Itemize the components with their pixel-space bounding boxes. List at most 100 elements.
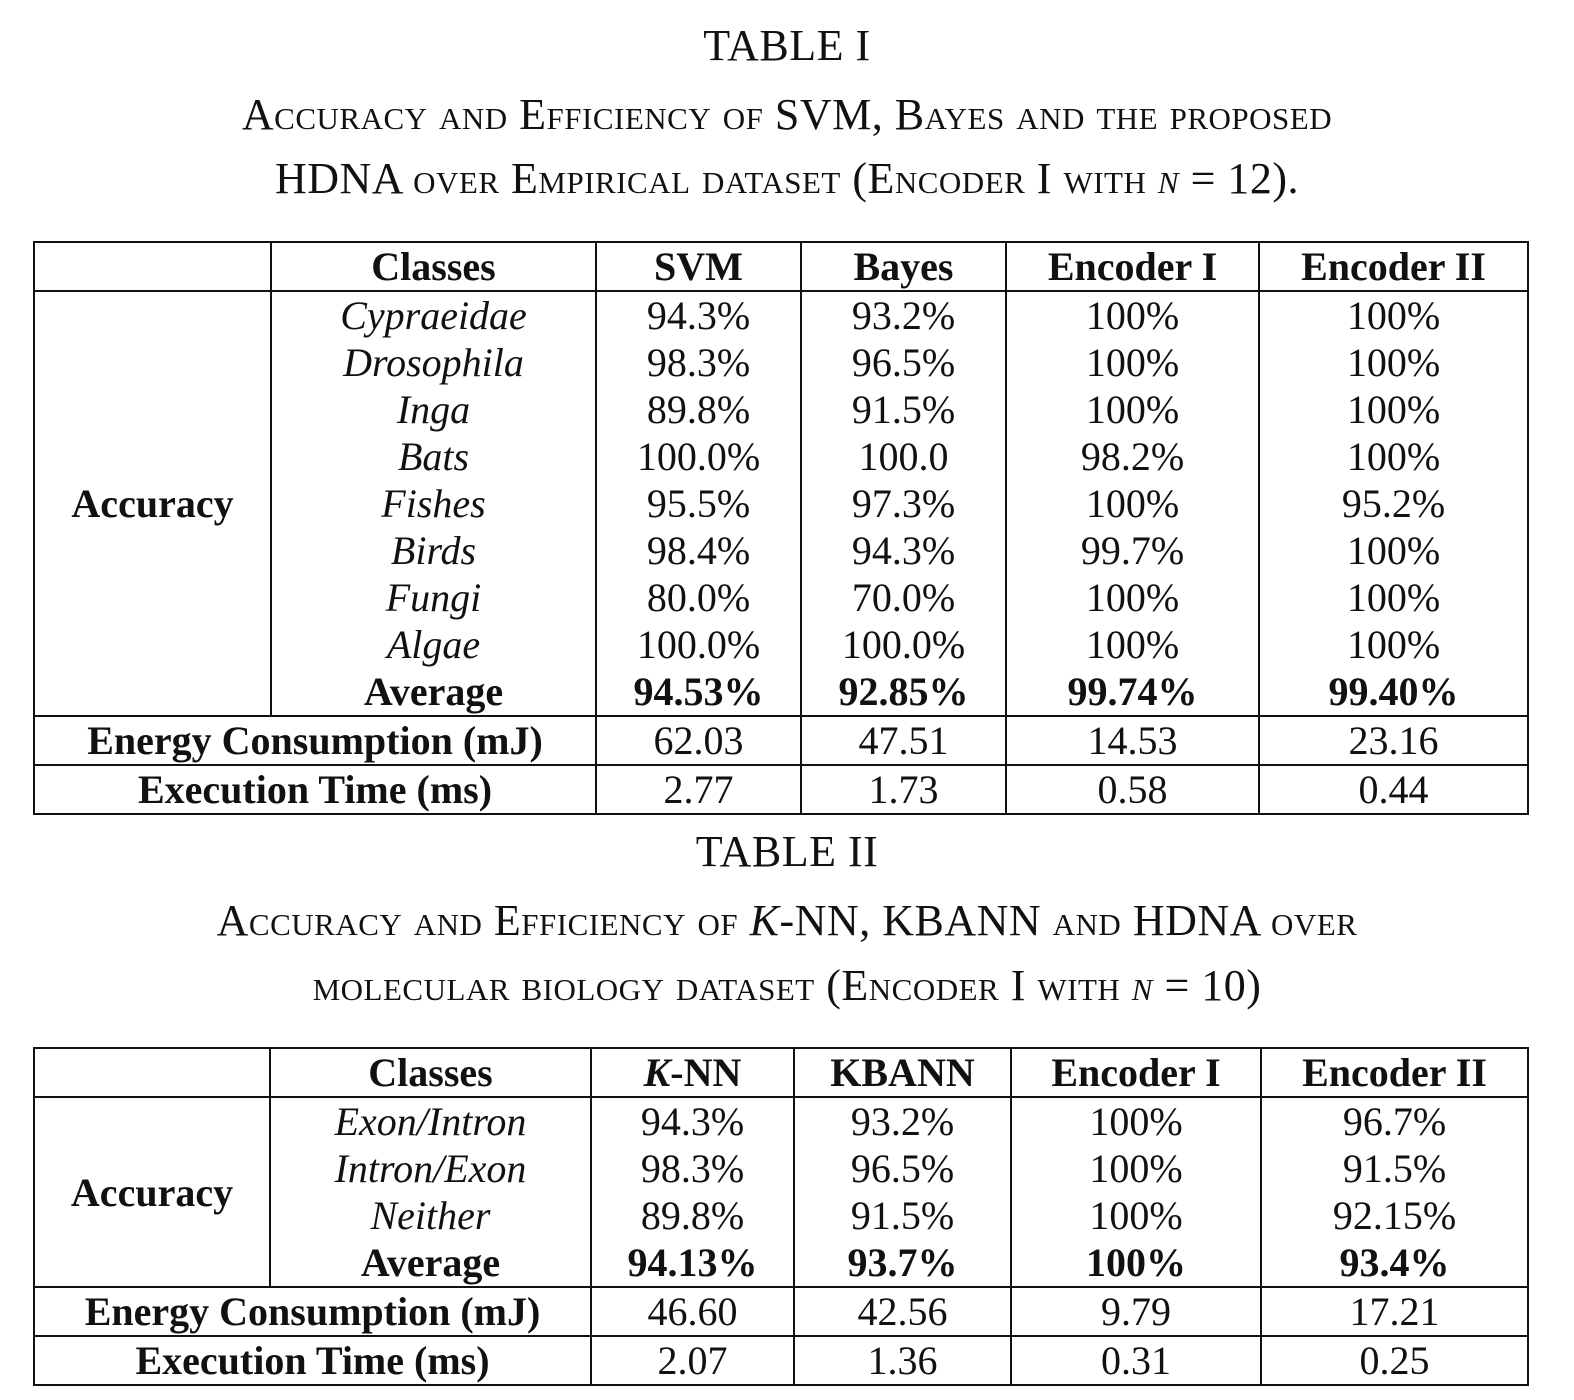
class-name: Drosophila (271, 339, 597, 386)
time-value: 0.31 (1011, 1336, 1262, 1385)
energy-value: 62.03 (596, 716, 802, 765)
table1-energy-row: Energy Consumption (mJ) 62.03 47.51 14.5… (34, 716, 1528, 765)
table2-header-k: K (643, 1050, 671, 1095)
cell-value: 92.15% (1332, 1193, 1457, 1238)
table2-caption-line2-b: = 10) (1152, 961, 1262, 1010)
cell-value: 100% (1346, 575, 1441, 620)
cell-value: 97.3% (801, 480, 1007, 527)
table-row: Algae 100.0% 100.0% 100% 100% (34, 621, 1528, 668)
table2-caption-k: K (749, 896, 780, 945)
cell-value: 93.2% (801, 291, 1007, 339)
cell-value: 95.5% (596, 480, 802, 527)
average-value: 99.74% (1006, 668, 1260, 716)
cell-value: 70.0% (801, 574, 1007, 621)
table1: Classes SVM Bayes Encoder I Encoder II A… (33, 241, 1529, 815)
average-value: 94.53% (596, 668, 802, 716)
table2-label: TABLE II (695, 827, 879, 876)
table-row: Accuracy Exon/Intron 94.3% 93.2% 100% 96… (34, 1097, 1528, 1288)
cell-value: 100% (1346, 387, 1441, 432)
energy-value: 23.16 (1348, 718, 1439, 763)
cell-value: 98.3% (591, 1145, 795, 1192)
table1-header-encoder1: Encoder I (1006, 242, 1260, 291)
cell-value: 100.0% (596, 433, 802, 480)
table-row: Neither 89.8% 91.5% 100% 92.15% (34, 1192, 1528, 1239)
average-label: Average (271, 668, 597, 716)
cell-value: 100% (1006, 574, 1260, 621)
cell-value: 100% (1006, 386, 1260, 433)
table2-header-encoder1: Encoder I (1011, 1048, 1262, 1097)
table2-header-knn: K-NN (591, 1048, 795, 1097)
average-value: 100% (1011, 1239, 1262, 1287)
table-row: Fungi 80.0% 70.0% 100% 100% (34, 574, 1528, 621)
class-name: Neither (270, 1192, 592, 1239)
energy-value: 9.79 (1011, 1287, 1262, 1336)
cell-value: 98.4% (596, 527, 802, 574)
cell-value: 99.7% (1006, 527, 1260, 574)
table2-header-classes: Classes (270, 1048, 592, 1097)
cell-value: 98.3% (596, 339, 802, 386)
class-name: Birds (271, 527, 597, 574)
table1-header-bayes: Bayes (801, 242, 1007, 291)
energy-value: 42.56 (794, 1287, 1012, 1336)
time-label: Execution Time (ms) (34, 765, 597, 814)
cell-value: 100% (1011, 1097, 1262, 1145)
table-row: Intron/Exon 98.3% 96.5% 100% 91.5% (34, 1145, 1528, 1192)
cell-value: 100% (1011, 1145, 1262, 1192)
cell-value: 100% (1011, 1192, 1262, 1239)
cell-value: 100% (1006, 291, 1260, 339)
time-value: 2.07 (591, 1336, 795, 1385)
energy-value: 47.51 (801, 716, 1007, 765)
average-value: 92.85% (801, 668, 1007, 716)
class-name: Exon/Intron (270, 1097, 592, 1145)
time-label: Execution Time (ms) (34, 1336, 592, 1385)
average-value: 93.4% (1339, 1240, 1450, 1285)
table2-caption-line1-b: -NN, KBANN and HDNA over (779, 896, 1358, 945)
energy-value: 46.60 (591, 1287, 795, 1336)
time-value: 1.73 (801, 765, 1007, 814)
cell-value: 100% (1346, 293, 1441, 338)
class-name: Inga (271, 386, 597, 433)
table1-header-classes: Classes (271, 242, 597, 291)
cell-value: 96.5% (794, 1145, 1012, 1192)
cell-value: 100.0 (801, 433, 1007, 480)
cell-value: 80.0% (596, 574, 802, 621)
table-row: Accuracy Cypraeidae 94.3% 93.2% 100% 100… (34, 291, 1528, 717)
cell-value: 100% (1006, 480, 1260, 527)
table-row: Drosophila 98.3% 96.5% 100% 100% (34, 339, 1528, 386)
table2-header-row: Classes K-NN KBANN Encoder I Encoder II (34, 1048, 1528, 1097)
time-value: 0.25 (1359, 1338, 1430, 1383)
average-value: 99.40% (1328, 669, 1459, 714)
table1-header-svm: SVM (596, 242, 802, 291)
average-value: 93.7% (794, 1239, 1012, 1287)
class-name: Bats (271, 433, 597, 480)
table-row: Bats 100.0% 100.0 98.2% 100% (34, 433, 1528, 480)
average-label: Average (270, 1239, 592, 1287)
cell-value: 96.7% (1342, 1099, 1447, 1144)
table1-caption-line2-a: HDNA over Empirical dataset (Encoder I w… (274, 154, 1158, 203)
time-value: 2.77 (596, 765, 802, 814)
cell-value: 100% (1346, 340, 1441, 385)
cell-value: 91.5% (1342, 1146, 1447, 1191)
cell-value: 100% (1346, 434, 1441, 479)
average-value: 94.13% (591, 1239, 795, 1287)
cell-value: 94.3% (801, 527, 1007, 574)
table2: Classes K-NN KBANN Encoder I Encoder II … (33, 1047, 1529, 1386)
cell-value: 91.5% (801, 386, 1007, 433)
table2-caption-line2: molecular biology dataset (Encoder I wit… (0, 955, 1574, 1017)
cell-value: 94.3% (596, 291, 802, 339)
table1-time-row: Execution Time (ms) 2.77 1.73 0.58 0.44 (34, 765, 1528, 814)
cell-value: 100.0% (596, 621, 802, 668)
cell-value: 93.2% (794, 1097, 1012, 1145)
table1-caption-n: n (1157, 154, 1180, 203)
class-name: Algae (271, 621, 597, 668)
cell-value: 94.3% (591, 1097, 795, 1145)
table2-accuracy-group: Accuracy (34, 1097, 271, 1288)
energy-value: 17.21 (1349, 1289, 1440, 1334)
time-value: 0.44 (1358, 767, 1429, 812)
cell-value: 89.8% (591, 1192, 795, 1239)
cell-value: 100% (1346, 622, 1441, 667)
energy-label: Energy Consumption (mJ) (34, 1287, 592, 1336)
time-value: 0.58 (1006, 765, 1260, 814)
table2-header-kbann: KBANN (794, 1048, 1012, 1097)
cell-value: 89.8% (596, 386, 802, 433)
